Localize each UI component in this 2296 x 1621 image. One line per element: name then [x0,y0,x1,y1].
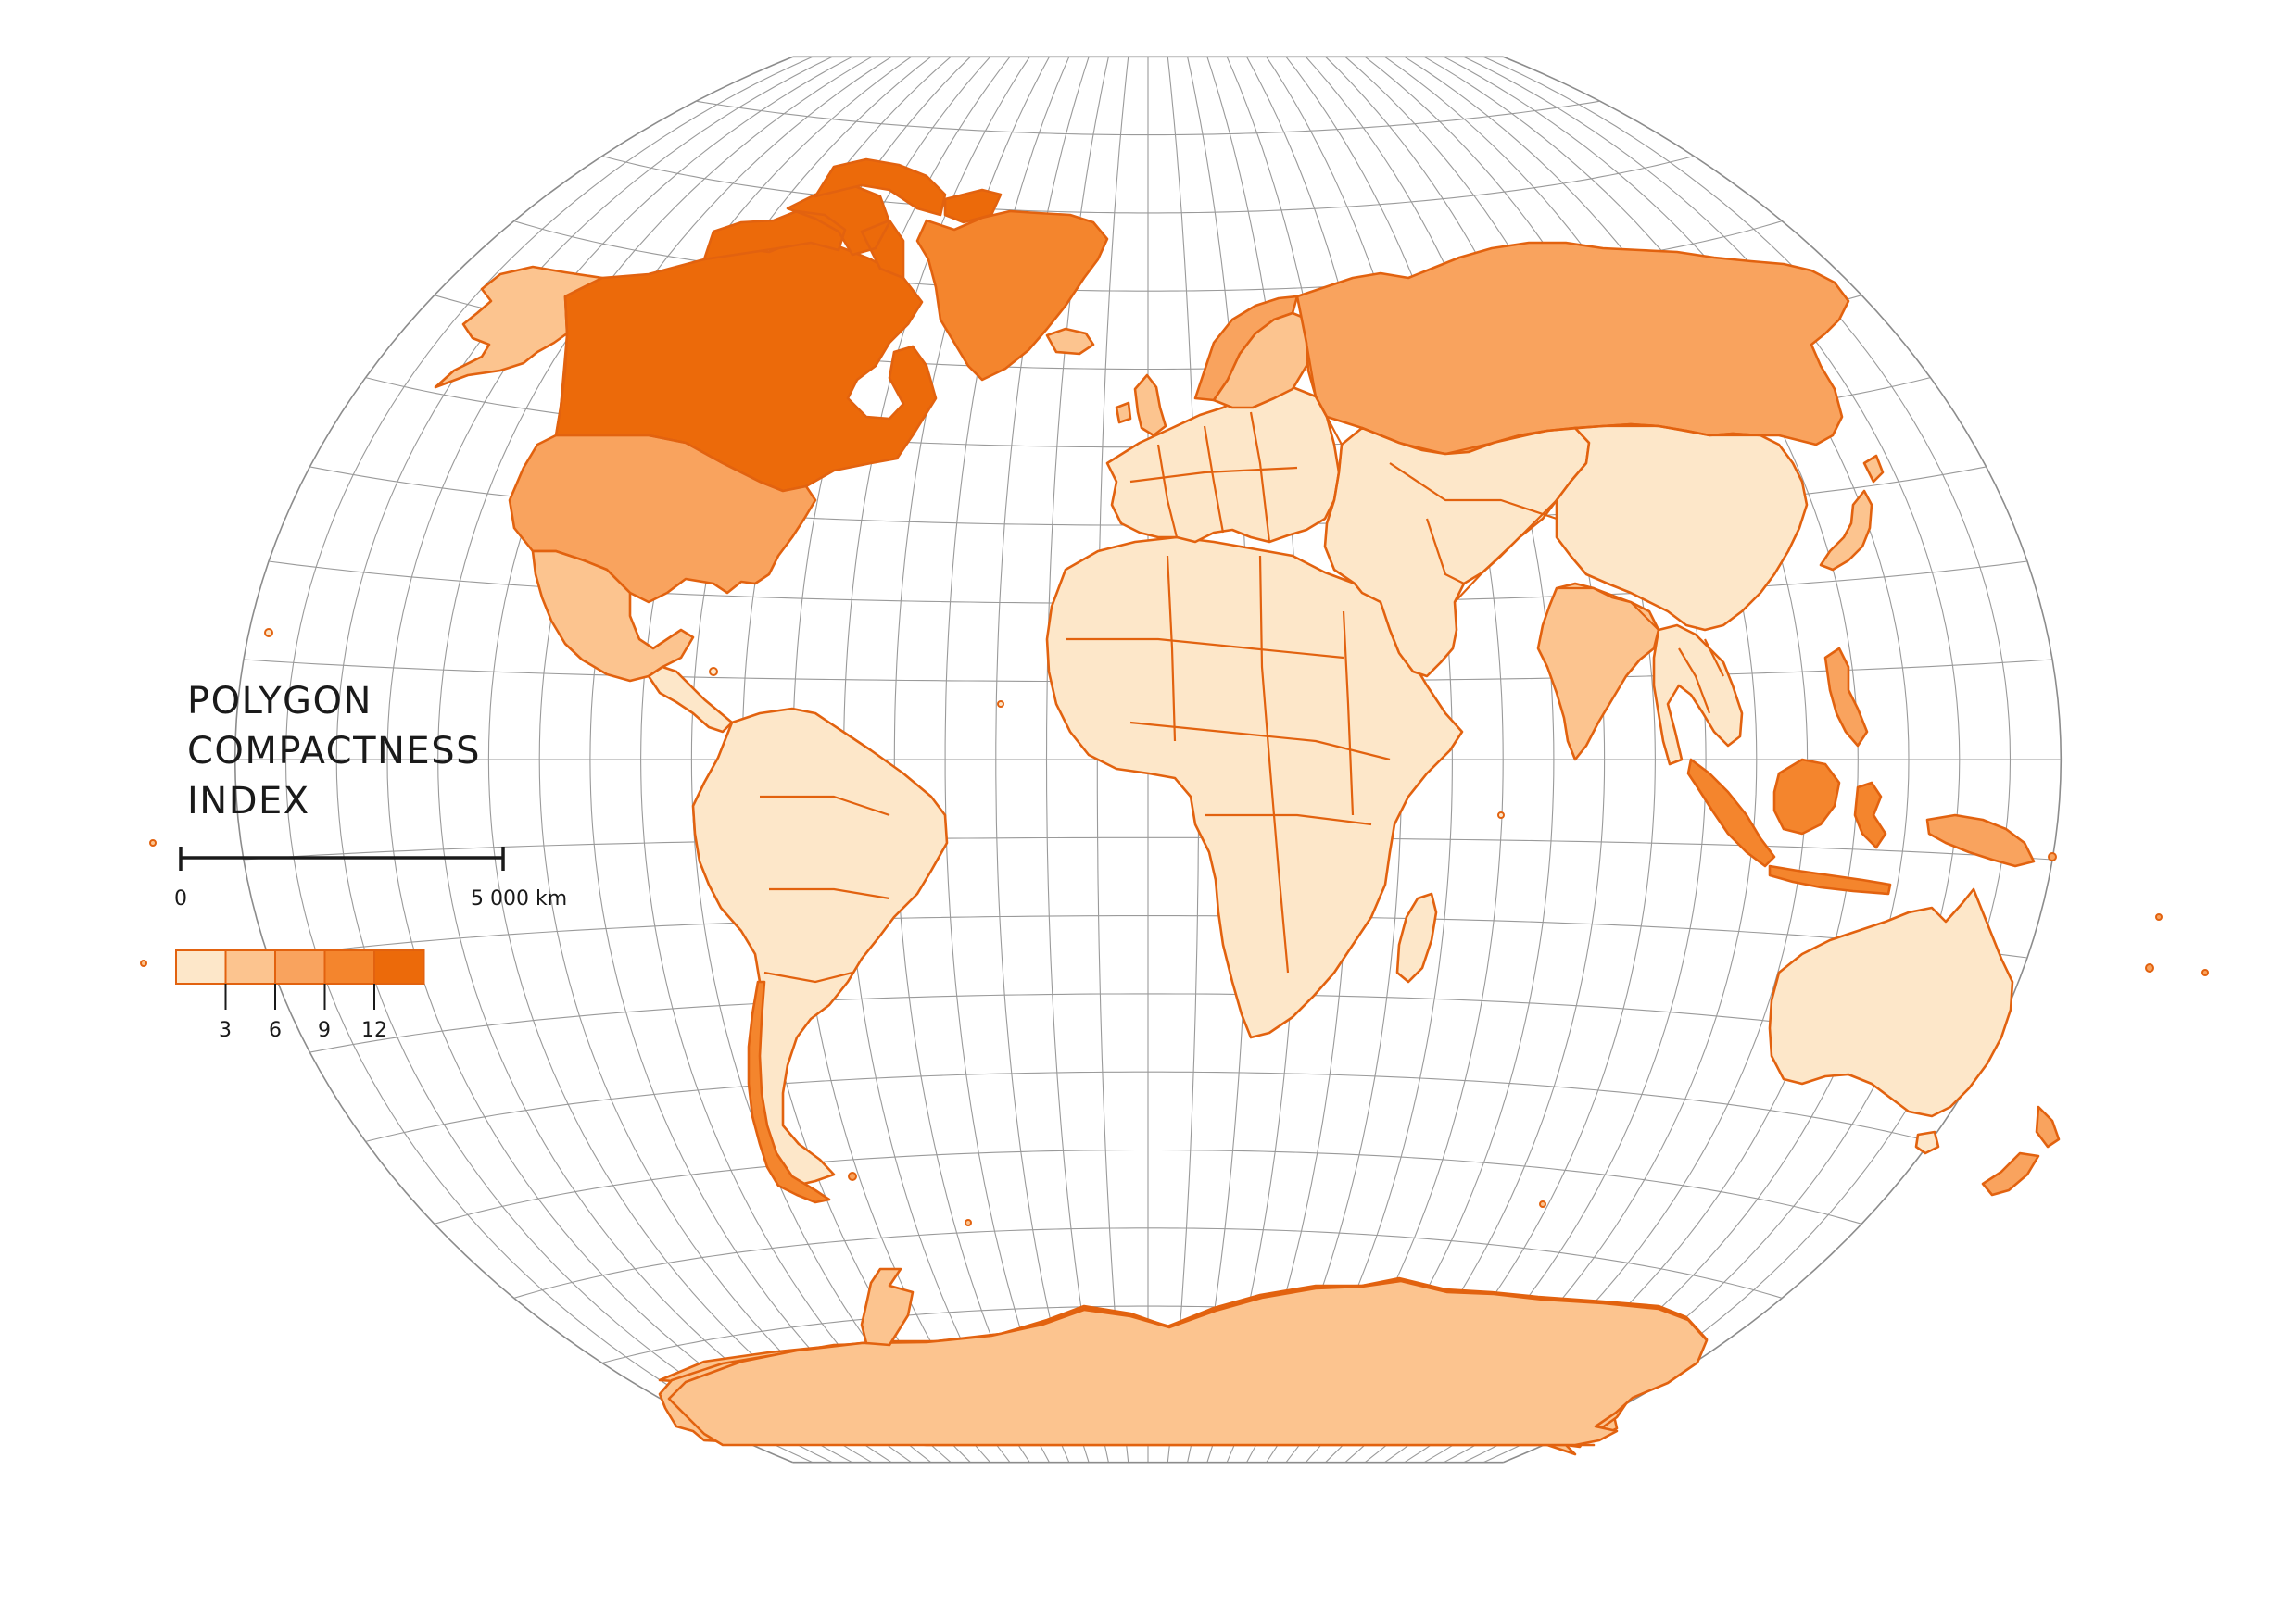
graticule-parallel [365,1071,1931,1142]
border-central-asia [1389,462,1558,584]
region-madagascar [1395,892,1438,984]
border-africa-north [1066,637,1391,826]
region-africa [1045,535,1464,1039]
island-falklands [848,1172,857,1181]
border-europe-internal [1129,411,1298,543]
island-pacific-3 [2155,913,2163,921]
region-iceland [1045,327,1095,356]
region-japan [1819,454,1885,572]
region-papua-new-guinea [1925,813,2036,868]
border-us-mexico [533,549,631,594]
island-solomon [2048,852,2057,861]
border-canada-us [556,434,784,493]
region-australia [1768,887,2014,1118]
region-antarctic-peninsula [860,1267,915,1347]
border-south-america [760,795,890,984]
border-europe-russia [1305,342,1344,501]
legend-break-label: 12 [361,1019,387,1042]
legend-title: POLYGON COMPACTNESS INDEX [187,680,481,823]
scale-start-label: 0 [174,887,187,911]
island-atlantic-1 [997,700,1004,708]
region-southeast-asia [1652,623,1744,766]
graticule-parallel [434,1149,1862,1225]
border-russia-asia [1361,424,1760,456]
legend-break-label: 6 [269,1019,282,1042]
region-uk [1115,373,1167,437]
region-indonesia-sumatra [1686,758,1776,868]
region-indonesia-borneo [1772,758,1841,836]
region-antarctica-fill [667,1279,1709,1447]
island-pacific-4 [2201,969,2209,976]
region-india [1536,582,1660,761]
region-south-america [691,707,949,1187]
island-indian-1 [1497,811,1505,819]
scale-end-label: 5 000 km [471,887,568,911]
island-hawaii [264,628,273,637]
legend-break-label: 3 [219,1019,232,1042]
graticule-parallel [601,155,1695,214]
graticule-parallel [309,993,1987,1053]
border-china-india [1557,586,1659,631]
island-caribbean [709,667,718,676]
graticule-parallel [513,1227,1783,1299]
island-pacific-1 [149,839,157,847]
region-new-zealand [1981,1105,2061,1197]
region-indonesia-java [1768,864,1892,896]
region-russia [1295,241,1850,456]
island-fiji [2145,963,2154,973]
region-indonesia-sulawesi [1853,781,1887,849]
island-south-georgia [965,1219,972,1226]
countries-layer [434,157,2061,1456]
region-greenland [915,209,1109,382]
region-tasmania [1914,1130,1940,1155]
island-kerguelen [1539,1200,1546,1208]
graticule-parallel [268,915,2028,959]
border-se-asia [1678,638,1724,714]
border-middle-east [1454,499,1558,603]
border-alaska-canada [554,295,569,436]
island-pacific-2 [140,960,147,967]
region-philippines [1823,647,1869,748]
small-islands [140,628,2209,1226]
border-africa-vertical [1166,555,1355,974]
country-borders [533,295,1760,984]
legend-break-label: 9 [318,1019,331,1042]
graticule-parallel [696,100,1600,136]
region-chile [747,980,831,1204]
